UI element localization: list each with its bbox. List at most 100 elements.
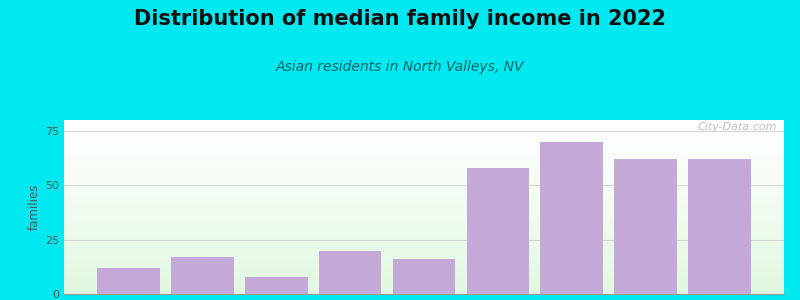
Bar — [64, 214, 784, 215]
Bar — [64, 234, 784, 235]
Bar — [64, 195, 784, 196]
Bar — [64, 140, 784, 141]
Bar — [64, 135, 784, 136]
Bar — [64, 179, 784, 180]
Bar — [64, 151, 784, 152]
Bar — [64, 216, 784, 217]
Bar — [541, 142, 603, 294]
Bar — [64, 275, 784, 276]
Bar — [64, 172, 784, 173]
Bar — [64, 253, 784, 254]
Bar — [64, 254, 784, 255]
Bar — [64, 159, 784, 160]
Bar — [64, 227, 784, 228]
Bar — [64, 262, 784, 263]
Bar — [64, 272, 784, 273]
Bar — [64, 122, 784, 123]
Bar — [64, 268, 784, 269]
Bar — [64, 160, 784, 161]
Bar — [64, 193, 784, 194]
Bar — [64, 271, 784, 272]
Bar — [64, 125, 784, 126]
Bar — [64, 233, 784, 234]
Bar — [64, 284, 784, 285]
Bar — [64, 174, 784, 175]
Bar — [64, 251, 784, 252]
Bar — [64, 274, 784, 275]
Bar — [64, 142, 784, 143]
Bar — [64, 153, 784, 154]
Bar — [64, 188, 784, 189]
Bar — [64, 145, 784, 146]
Bar — [64, 267, 784, 268]
Bar — [64, 158, 784, 159]
Bar — [64, 197, 784, 198]
Bar — [64, 201, 784, 202]
Bar — [64, 176, 784, 177]
Bar — [64, 289, 784, 290]
Bar — [64, 166, 784, 167]
Bar — [64, 134, 784, 135]
Bar — [64, 204, 784, 205]
Bar — [64, 208, 784, 209]
Bar — [64, 169, 784, 170]
Bar — [64, 155, 784, 156]
Bar — [64, 276, 784, 277]
Bar — [64, 211, 784, 212]
Bar — [64, 291, 784, 292]
Bar — [64, 258, 784, 259]
Bar — [64, 265, 784, 266]
Bar — [64, 264, 784, 265]
Bar — [64, 225, 784, 226]
Bar — [245, 277, 307, 294]
Bar — [64, 238, 784, 239]
Bar — [64, 232, 784, 233]
Bar — [170, 257, 234, 294]
Bar — [64, 235, 784, 236]
Bar — [64, 129, 784, 130]
Bar — [64, 143, 784, 144]
Bar — [64, 250, 784, 251]
Bar — [64, 126, 784, 127]
Bar — [64, 292, 784, 293]
Bar — [64, 170, 784, 171]
Bar — [64, 245, 784, 246]
Bar — [64, 189, 784, 190]
Bar — [64, 130, 784, 131]
Bar — [64, 228, 784, 229]
Bar — [64, 207, 784, 208]
Bar — [64, 124, 784, 125]
Bar — [64, 286, 784, 287]
Bar — [64, 132, 784, 133]
Bar — [64, 190, 784, 191]
Bar — [64, 237, 784, 238]
Bar — [64, 138, 784, 139]
Bar — [64, 282, 784, 283]
Bar — [64, 146, 784, 147]
Bar — [64, 144, 784, 145]
Bar — [64, 257, 784, 258]
Bar — [64, 240, 784, 241]
Bar — [64, 161, 784, 162]
Bar — [64, 252, 784, 253]
Bar — [97, 268, 159, 294]
Text: City-Data.com: City-Data.com — [698, 122, 777, 132]
Bar — [64, 196, 784, 197]
Bar — [64, 184, 784, 185]
Bar — [64, 165, 784, 166]
Bar — [64, 121, 784, 122]
Bar — [64, 261, 784, 262]
Bar — [64, 249, 784, 250]
Bar — [614, 159, 678, 294]
Bar — [64, 273, 784, 274]
Bar — [64, 269, 784, 270]
Bar — [64, 203, 784, 204]
Bar — [64, 278, 784, 279]
Bar — [64, 247, 784, 248]
Bar — [64, 221, 784, 222]
Text: Distribution of median family income in 2022: Distribution of median family income in … — [134, 9, 666, 29]
Bar — [64, 210, 784, 211]
Bar — [64, 256, 784, 257]
Bar — [64, 242, 784, 243]
Bar — [64, 200, 784, 201]
